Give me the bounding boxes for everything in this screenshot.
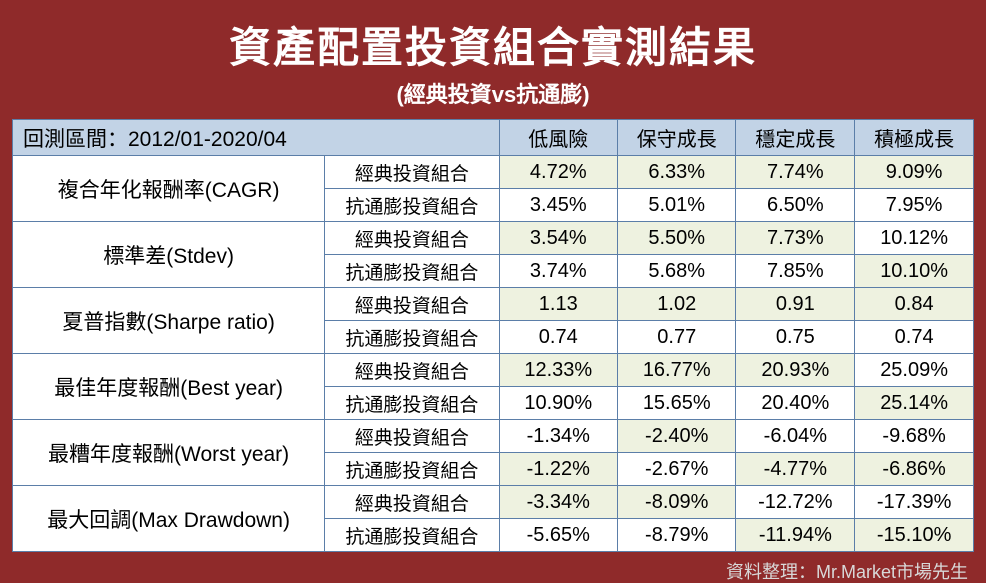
metric-label: 夏普指數(Sharpe ratio) <box>13 288 325 354</box>
table-body: 複合年化報酬率(CAGR)經典投資組合4.72%6.33%7.74%9.09%抗… <box>13 156 974 552</box>
value-cell: 7.95% <box>855 189 974 222</box>
value-cell: 5.68% <box>618 255 736 288</box>
value-cell: 16.77% <box>618 354 736 387</box>
value-cell: -8.09% <box>618 486 736 519</box>
subtitle: (經典投資vs抗通膨) <box>12 77 974 109</box>
value-cell: -11.94% <box>736 519 855 552</box>
value-cell: -15.10% <box>855 519 974 552</box>
portfolio-inflation-label: 抗通膨投資組合 <box>325 387 499 420</box>
table-row: 最大回調(Max Drawdown)經典投資組合-3.34%-8.09%-12.… <box>13 486 974 519</box>
credit-line: 資料整理：Mr.Market市場先生 <box>12 558 974 584</box>
value-cell: 3.74% <box>499 255 617 288</box>
metric-label: 最糟年度報酬(Worst year) <box>13 420 325 486</box>
table-row: 最糟年度報酬(Worst year)經典投資組合-1.34%-2.40%-6.0… <box>13 420 974 453</box>
value-cell: 20.93% <box>736 354 855 387</box>
portfolio-classic-label: 經典投資組合 <box>325 420 499 453</box>
header-row: 回測區間：2012/01-2020/04 低風險 保守成長 穩定成長 積極成長 <box>13 120 974 156</box>
table-row: 夏普指數(Sharpe ratio)經典投資組合1.131.020.910.84 <box>13 288 974 321</box>
portfolio-inflation-label: 抗通膨投資組合 <box>325 453 499 486</box>
value-cell: 7.73% <box>736 222 855 255</box>
value-cell: 0.75 <box>736 321 855 354</box>
value-cell: 6.50% <box>736 189 855 222</box>
figure-frame: 資產配置投資組合實測結果 (經典投資vs抗通膨) 回測區間：2012/01-20… <box>0 0 986 583</box>
value-cell: 5.50% <box>618 222 736 255</box>
metric-label: 最大回調(Max Drawdown) <box>13 486 325 552</box>
value-cell: 7.85% <box>736 255 855 288</box>
value-cell: 9.09% <box>855 156 974 189</box>
portfolio-classic-label: 經典投資組合 <box>325 288 499 321</box>
col-low-risk: 低風險 <box>499 120 617 156</box>
value-cell: -12.72% <box>736 486 855 519</box>
value-cell: -6.86% <box>855 453 974 486</box>
value-cell: 0.74 <box>499 321 617 354</box>
col-aggressive: 積極成長 <box>855 120 974 156</box>
value-cell: -1.22% <box>499 453 617 486</box>
value-cell: -17.39% <box>855 486 974 519</box>
table-row: 最佳年度報酬(Best year)經典投資組合12.33%16.77%20.93… <box>13 354 974 387</box>
value-cell: 15.65% <box>618 387 736 420</box>
table-row: 標準差(Stdev)經典投資組合3.54%5.50%7.73%10.12% <box>13 222 974 255</box>
value-cell: 1.13 <box>499 288 617 321</box>
portfolio-inflation-label: 抗通膨投資組合 <box>325 189 499 222</box>
main-title: 資產配置投資組合實測結果 <box>12 14 974 75</box>
value-cell: -5.65% <box>499 519 617 552</box>
period-label: 回測區間：2012/01-2020/04 <box>13 120 500 156</box>
value-cell: 5.01% <box>618 189 736 222</box>
value-cell: -2.67% <box>618 453 736 486</box>
value-cell: 0.74 <box>855 321 974 354</box>
value-cell: 0.91 <box>736 288 855 321</box>
value-cell: -2.40% <box>618 420 736 453</box>
value-cell: 12.33% <box>499 354 617 387</box>
value-cell: 1.02 <box>618 288 736 321</box>
portfolio-classic-label: 經典投資組合 <box>325 156 499 189</box>
value-cell: 4.72% <box>499 156 617 189</box>
value-cell: 3.54% <box>499 222 617 255</box>
value-cell: 25.14% <box>855 387 974 420</box>
value-cell: 10.90% <box>499 387 617 420</box>
metric-label: 複合年化報酬率(CAGR) <box>13 156 325 222</box>
value-cell: 6.33% <box>618 156 736 189</box>
portfolio-inflation-label: 抗通膨投資組合 <box>325 321 499 354</box>
value-cell: 10.10% <box>855 255 974 288</box>
value-cell: 7.74% <box>736 156 855 189</box>
value-cell: -6.04% <box>736 420 855 453</box>
value-cell: -3.34% <box>499 486 617 519</box>
portfolio-classic-label: 經典投資組合 <box>325 354 499 387</box>
value-cell: -1.34% <box>499 420 617 453</box>
value-cell: 25.09% <box>855 354 974 387</box>
value-cell: 3.45% <box>499 189 617 222</box>
value-cell: -4.77% <box>736 453 855 486</box>
col-conservative: 保守成長 <box>618 120 736 156</box>
results-table: 回測區間：2012/01-2020/04 低風險 保守成長 穩定成長 積極成長 … <box>12 119 974 552</box>
table-row: 複合年化報酬率(CAGR)經典投資組合4.72%6.33%7.74%9.09% <box>13 156 974 189</box>
value-cell: -8.79% <box>618 519 736 552</box>
value-cell: -9.68% <box>855 420 974 453</box>
portfolio-inflation-label: 抗通膨投資組合 <box>325 255 499 288</box>
portfolio-inflation-label: 抗通膨投資組合 <box>325 519 499 552</box>
metric-label: 最佳年度報酬(Best year) <box>13 354 325 420</box>
col-stable: 穩定成長 <box>736 120 855 156</box>
value-cell: 0.77 <box>618 321 736 354</box>
value-cell: 20.40% <box>736 387 855 420</box>
portfolio-classic-label: 經典投資組合 <box>325 222 499 255</box>
portfolio-classic-label: 經典投資組合 <box>325 486 499 519</box>
value-cell: 0.84 <box>855 288 974 321</box>
value-cell: 10.12% <box>855 222 974 255</box>
metric-label: 標準差(Stdev) <box>13 222 325 288</box>
